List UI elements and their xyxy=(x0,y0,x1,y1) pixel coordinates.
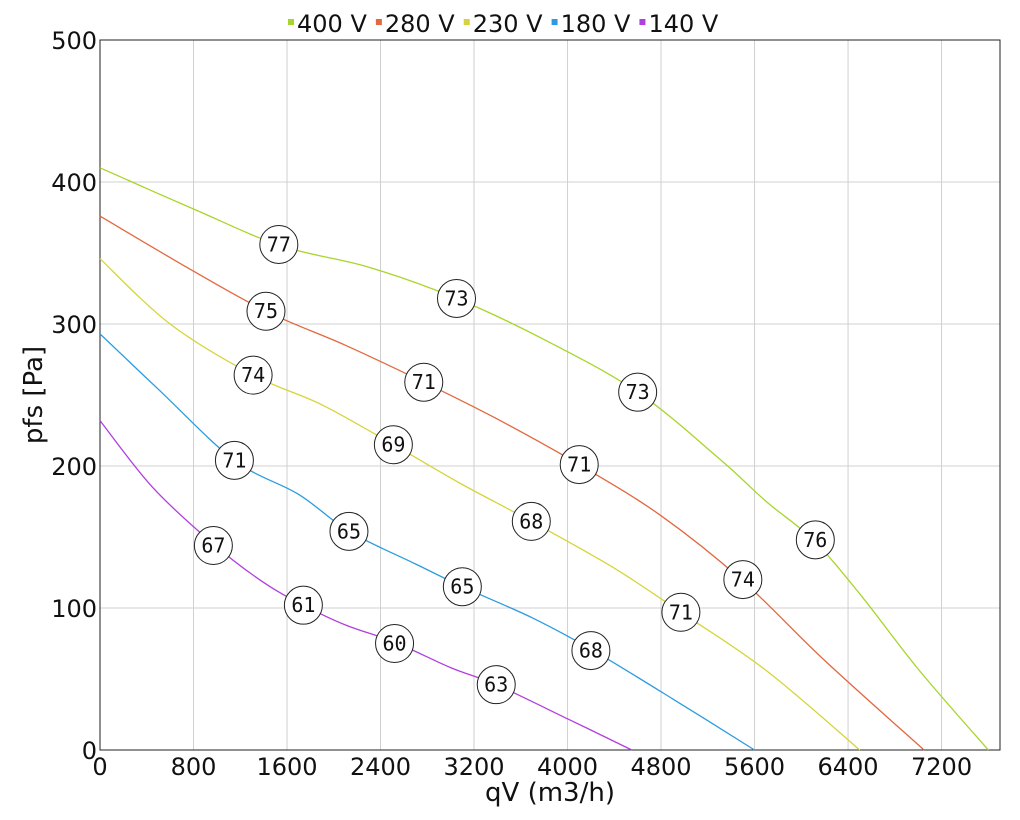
y-tick-label: 300 xyxy=(51,311,97,339)
x-tick-label: 0 xyxy=(92,753,107,781)
efficiency-marker xyxy=(375,624,415,663)
efficiency-marker xyxy=(233,355,273,395)
legend-swatch xyxy=(639,19,646,25)
plot-area-border xyxy=(99,39,1001,751)
x-tick-label: 800 xyxy=(171,753,217,781)
efficiency-marker xyxy=(193,526,233,566)
efficiency-marker-label: 71 xyxy=(669,600,693,624)
y-axis-label: pfs [Pa] xyxy=(19,346,49,444)
legend: 400 V 280 V 230 V 180 V 140 V xyxy=(288,10,719,38)
x-axis-label: qV (m3/h) xyxy=(485,778,615,808)
legend-swatch xyxy=(288,19,294,25)
efficiency-marker-label: 76 xyxy=(803,528,827,552)
y-tick-label: 100 xyxy=(51,595,97,623)
efficiency-marker-label: 68 xyxy=(519,509,543,533)
efficiency-marker xyxy=(329,511,369,551)
efficiency-marker-label: 75 xyxy=(254,299,278,323)
grid xyxy=(99,39,1000,751)
y-tick-label: 500 xyxy=(51,27,97,55)
efficiency-marker xyxy=(283,585,323,625)
legend-label: 400 V xyxy=(297,10,367,38)
efficiency-marker-label: 68 xyxy=(579,639,603,663)
efficiency-marker-label: 60 xyxy=(382,632,406,656)
y-tick-label: 200 xyxy=(51,453,97,481)
efficiency-marker xyxy=(214,440,254,480)
legend-swatch xyxy=(375,19,382,25)
x-tick-label: 2400 xyxy=(350,753,411,781)
y-axis-ticks: 0 100 200 300 400 500 xyxy=(51,27,97,765)
efficiency-marker-label: 71 xyxy=(412,370,436,394)
legend-label: 280 V xyxy=(385,10,455,38)
efficiency-marker xyxy=(404,362,444,402)
efficiency-marker xyxy=(246,291,286,331)
efficiency-marker-label: 71 xyxy=(222,448,246,472)
efficiency-marker-label: 67 xyxy=(201,534,225,558)
legend-label: 140 V xyxy=(648,10,718,38)
x-tick-label: 1600 xyxy=(256,753,317,781)
efficiency-marker-label: 61 xyxy=(291,593,315,617)
efficiency-marker-label: 69 xyxy=(381,433,405,457)
efficiency-marker-label: 63 xyxy=(484,673,508,697)
x-tick-label: 4000 xyxy=(537,753,598,781)
legend-swatch xyxy=(551,19,558,25)
efficiency-marker xyxy=(571,631,611,671)
legend-label: 230 V xyxy=(473,10,543,38)
legend-swatch xyxy=(463,19,470,25)
efficiency-marker-label: 65 xyxy=(337,519,361,543)
legend-label: 180 V xyxy=(561,10,631,38)
efficiency-marker xyxy=(661,592,701,632)
series-line xyxy=(99,420,633,751)
efficiency-marker xyxy=(795,520,835,560)
efficiency-marker xyxy=(618,372,658,412)
efficiency-marker xyxy=(723,560,763,600)
efficiency-marker xyxy=(373,425,413,465)
efficiency-marker-label: 73 xyxy=(626,380,650,404)
y-tick-label: 400 xyxy=(51,169,97,197)
efficiency-marker-label: 65 xyxy=(450,575,474,599)
y-tick-label: 0 xyxy=(82,737,97,765)
x-tick-label: 7200 xyxy=(911,753,972,781)
x-tick-label: 6400 xyxy=(818,753,879,781)
efficiency-marker xyxy=(476,665,516,705)
series-line xyxy=(99,333,755,751)
efficiency-marker xyxy=(442,567,482,607)
efficiency-marker xyxy=(436,278,476,318)
efficiency-marker-label: 71 xyxy=(567,453,591,477)
marker-layer: 77 73 73 76 75 71 71 74 74 69 68 71 71 65 65 68 67 61 60 63 xyxy=(193,224,835,705)
efficiency-marker xyxy=(559,445,599,485)
x-tick-label: 5600 xyxy=(724,753,785,781)
x-axis-ticks: 0 800 1600 2400 3200 4000 4800 5600 6400 7200 xyxy=(92,753,972,781)
x-tick-label: 3200 xyxy=(443,753,504,781)
efficiency-marker-label: 73 xyxy=(444,286,468,310)
series-line xyxy=(99,258,861,751)
x-tick-label: 4800 xyxy=(630,753,691,781)
efficiency-marker xyxy=(259,224,299,264)
series-line xyxy=(99,215,925,751)
efficiency-marker-label: 74 xyxy=(731,568,755,592)
efficiency-marker-label: 77 xyxy=(267,232,291,256)
efficiency-marker-label: 74 xyxy=(241,363,265,387)
efficiency-marker xyxy=(511,501,551,541)
